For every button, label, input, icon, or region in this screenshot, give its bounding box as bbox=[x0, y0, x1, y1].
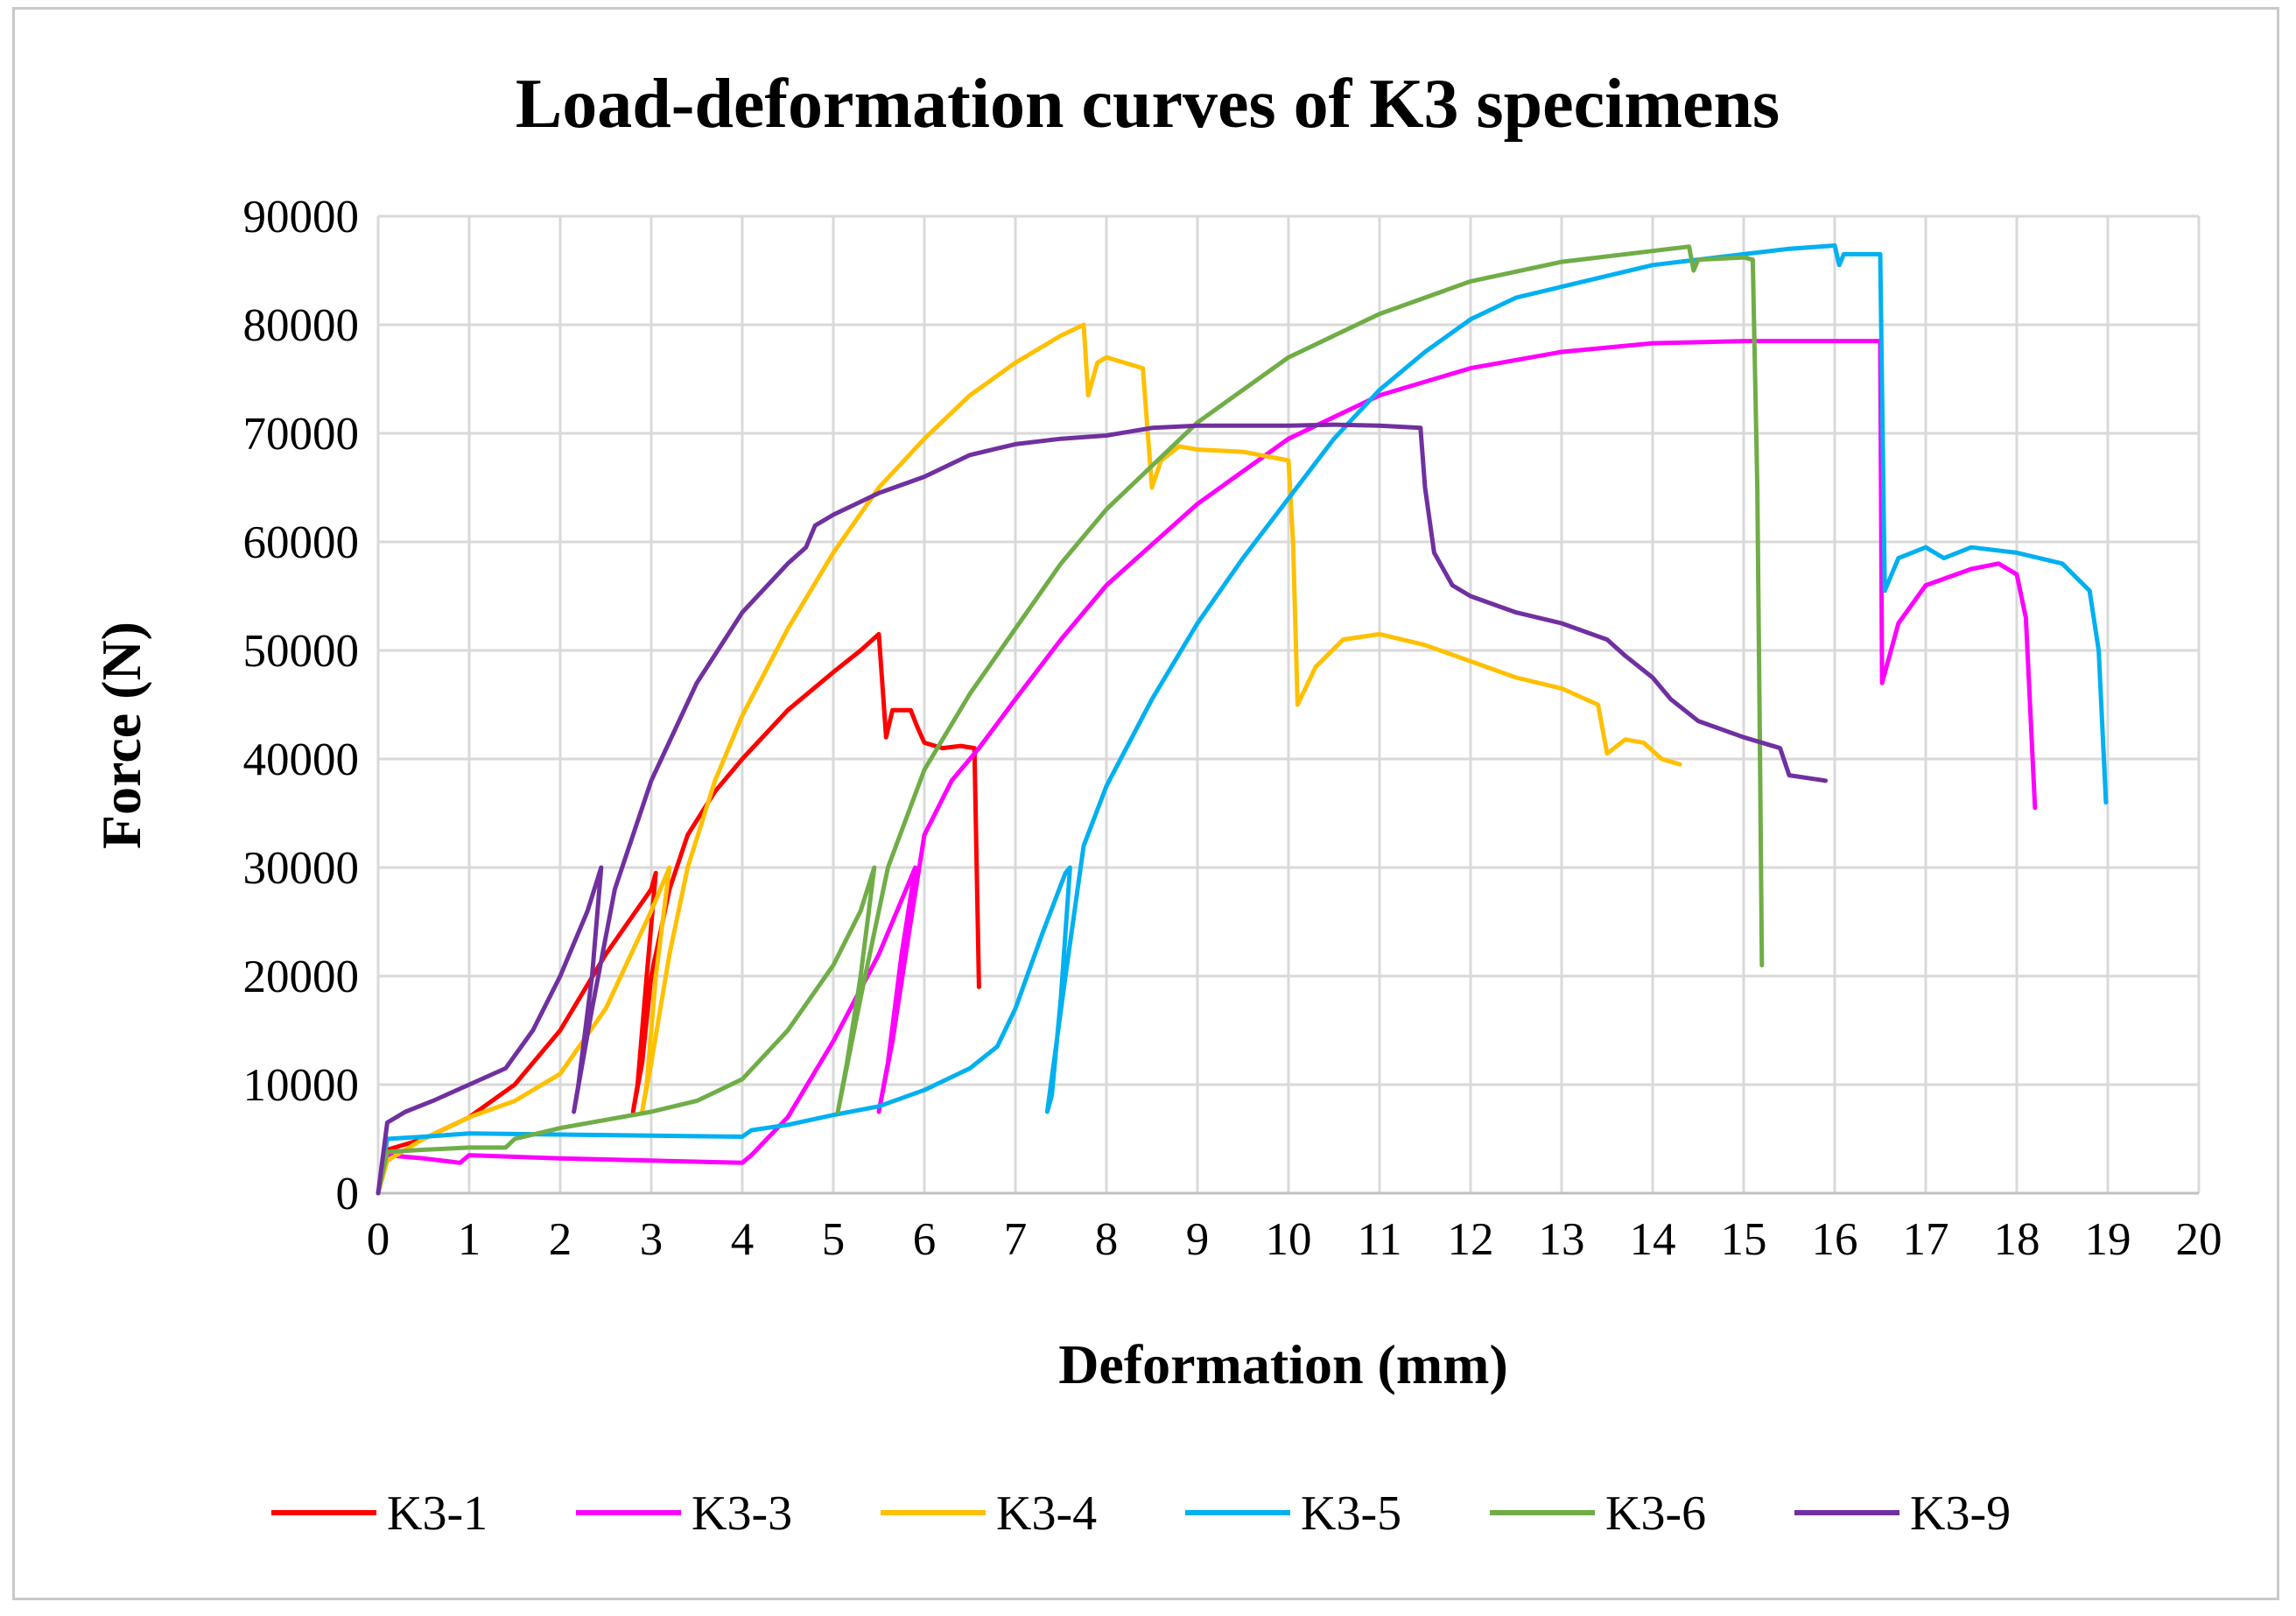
series-line-K3-6 bbox=[376, 244, 1765, 1196]
x-tick-label: 12 bbox=[1448, 1214, 1494, 1265]
series-line-K3-1 bbox=[376, 631, 981, 1196]
series-lines bbox=[376, 243, 2109, 1196]
x-tick-label: 0 bbox=[367, 1214, 390, 1265]
legend-item-K3-5: K3-5 bbox=[1185, 1486, 1401, 1541]
legend-label: K3-6 bbox=[1605, 1486, 1706, 1541]
x-tick-label: 2 bbox=[549, 1214, 572, 1265]
y-tick-label: 30000 bbox=[243, 843, 360, 894]
legend-label: K3-3 bbox=[692, 1486, 792, 1541]
x-tick-label: 9 bbox=[1186, 1214, 1210, 1265]
x-tick-label: 17 bbox=[1903, 1214, 1949, 1265]
x-tick-label: 8 bbox=[1095, 1214, 1119, 1265]
x-axis-ticks: 0 1 2 3 4 5 6 7 8 9 10 11 12 13 14 15 16 17 18 19 20 bbox=[367, 1214, 2222, 1265]
x-tick-label: 16 bbox=[1812, 1214, 1858, 1265]
y-tick-label: 60000 bbox=[243, 517, 360, 568]
legend-item-K3-6: K3-6 bbox=[1490, 1486, 1706, 1541]
x-tick-label: 6 bbox=[913, 1214, 937, 1265]
x-tick-label: 14 bbox=[1630, 1214, 1676, 1265]
legend-label: K3-5 bbox=[1301, 1486, 1401, 1541]
chart-frame bbox=[12, 7, 2279, 1600]
x-tick-label: 11 bbox=[1357, 1214, 1401, 1265]
y-tick-label: 50000 bbox=[243, 626, 360, 677]
legend-label: K3-9 bbox=[1910, 1486, 2011, 1541]
x-tick-label: 5 bbox=[822, 1214, 846, 1265]
y-tick-label: 80000 bbox=[243, 300, 360, 351]
x-tick-label: 19 bbox=[2085, 1214, 2131, 1265]
y-tick-label: 10000 bbox=[243, 1060, 360, 1111]
x-tick-label: 13 bbox=[1539, 1214, 1585, 1265]
y-axis-ticks: 0 10000 20000 30000 40000 50000 60000 70000 8000… bbox=[243, 192, 360, 1219]
y-tick-label: 20000 bbox=[243, 952, 360, 1002]
legend-label: K3-4 bbox=[996, 1486, 1097, 1541]
chart-title: Load-deformation curves of K3 specimens bbox=[516, 66, 1780, 143]
legend: K3-1 K3-3 K3-4 K3-5 K3-6 K3-9 bbox=[271, 1486, 2011, 1541]
x-tick-label: 15 bbox=[1721, 1214, 1767, 1265]
x-tick-label: 20 bbox=[2176, 1214, 2222, 1265]
series-line-K3-5 bbox=[376, 243, 2109, 1196]
y-tick-label: 70000 bbox=[243, 409, 360, 460]
x-tick-label: 10 bbox=[1266, 1214, 1312, 1265]
x-tick-label: 1 bbox=[458, 1214, 481, 1265]
x-axis-title: Deformation (mm) bbox=[1058, 1333, 1508, 1395]
legend-item-K3-9: K3-9 bbox=[1794, 1486, 2011, 1541]
y-axis-title: Force (N) bbox=[90, 622, 152, 849]
legend-item-K3-4: K3-4 bbox=[881, 1486, 1097, 1541]
legend-item-K3-1: K3-1 bbox=[271, 1486, 488, 1541]
y-tick-label: 0 bbox=[336, 1169, 360, 1219]
y-tick-label: 40000 bbox=[243, 734, 360, 785]
series-line-K3-9 bbox=[376, 422, 1829, 1196]
x-tick-label: 18 bbox=[1994, 1214, 2040, 1265]
series-line-K3-3 bbox=[376, 339, 2038, 1196]
legend-label: K3-1 bbox=[387, 1486, 488, 1541]
y-tick-label: 90000 bbox=[243, 192, 360, 242]
x-tick-label: 4 bbox=[731, 1214, 755, 1265]
legend-item-K3-3: K3-3 bbox=[576, 1486, 792, 1541]
x-tick-label: 7 bbox=[1004, 1214, 1028, 1265]
x-tick-label: 3 bbox=[640, 1214, 664, 1265]
series-line-K3-4 bbox=[376, 322, 1682, 1196]
